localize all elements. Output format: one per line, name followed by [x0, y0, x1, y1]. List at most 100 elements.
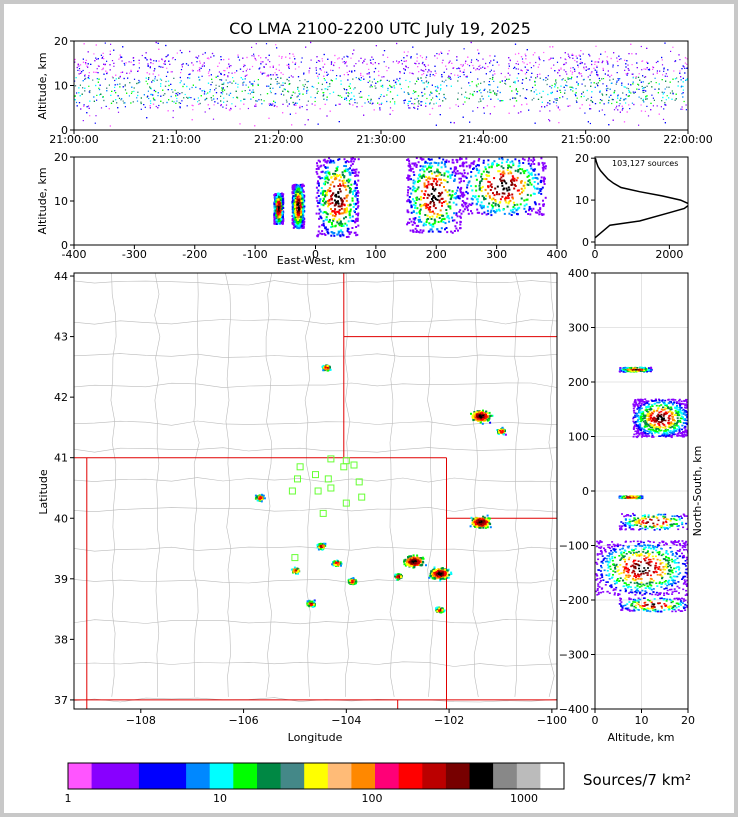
ew-source — [353, 202, 356, 205]
time-height-source — [219, 79, 221, 81]
time-height-source — [482, 58, 484, 60]
time-height-source — [513, 97, 515, 99]
ew-source — [293, 186, 296, 189]
ew-source — [451, 231, 454, 234]
time-height-source — [171, 100, 173, 102]
time-height-source — [662, 118, 665, 120]
time-height-source — [438, 98, 441, 100]
ew-source — [409, 187, 412, 190]
ew-source — [353, 189, 356, 192]
time-height-source — [421, 62, 424, 65]
ew-source — [320, 203, 323, 206]
time-height-source — [544, 106, 546, 108]
ew-source — [410, 205, 413, 208]
ew-source — [298, 187, 301, 190]
time-height-source — [549, 46, 551, 48]
time-height-source — [502, 100, 504, 102]
time-height-source — [86, 106, 88, 108]
ew-source — [455, 158, 458, 161]
time-height-source — [667, 69, 669, 71]
ew-source — [357, 214, 359, 217]
time-height-source — [227, 75, 229, 77]
ew-source — [343, 211, 346, 214]
time-height-source — [509, 98, 511, 101]
time-height-source — [153, 60, 155, 62]
ew-source — [301, 190, 304, 193]
ew-source — [422, 224, 425, 227]
ew-source — [294, 199, 297, 202]
time-height-source — [517, 73, 520, 75]
ew-source — [292, 213, 295, 216]
ew-source — [459, 216, 462, 219]
time-height-source — [652, 73, 654, 75]
time-height-source — [299, 80, 301, 82]
time-height-source — [434, 70, 436, 72]
time-height-source — [272, 74, 274, 76]
time-height-source — [157, 42, 159, 44]
time-height-source — [352, 53, 354, 55]
time-height-source — [514, 97, 517, 99]
ew-source — [342, 179, 345, 182]
ew-source — [315, 168, 318, 170]
ew-source — [279, 193, 282, 196]
time-height-source — [160, 79, 163, 81]
time-height-source — [576, 81, 578, 83]
ew-source — [357, 205, 360, 208]
time-height-source — [464, 101, 466, 103]
time-height-source — [247, 107, 249, 110]
time-height-source — [158, 65, 160, 68]
time-height-source — [332, 69, 334, 72]
time-height-source — [168, 60, 170, 62]
time-height-source — [149, 58, 152, 60]
time-height-source — [630, 84, 632, 86]
time-height-source — [347, 74, 349, 76]
time-height-source — [110, 43, 112, 45]
time-height-source — [346, 55, 348, 57]
time-height-source — [369, 80, 371, 82]
time-height-source — [155, 90, 157, 93]
time-height-source — [82, 80, 84, 82]
time-height-source — [366, 63, 368, 65]
time-height-source — [106, 87, 108, 89]
ew-source — [354, 180, 356, 183]
time-height-source — [167, 54, 169, 56]
time-height-source — [557, 87, 559, 89]
time-height-source — [260, 71, 262, 73]
ew-source — [277, 210, 280, 213]
time-height-source — [285, 99, 288, 101]
time-height-source — [684, 67, 686, 69]
time-height-source — [288, 67, 290, 69]
ew-source — [323, 198, 325, 201]
ew-source — [447, 194, 450, 197]
time-height-source — [599, 99, 602, 101]
ew-source — [433, 189, 436, 192]
ew-source — [459, 157, 462, 160]
time-height-source — [657, 60, 659, 63]
time-height-source — [524, 66, 526, 68]
ew-source — [330, 161, 333, 164]
time-height-source — [197, 97, 199, 99]
ew-source — [278, 216, 281, 219]
time-height-source — [488, 84, 490, 86]
time-height-source — [414, 91, 416, 93]
ew-source — [408, 196, 411, 198]
time-height-source — [609, 88, 611, 90]
time-height-source — [148, 77, 150, 79]
time-height-source — [616, 57, 618, 59]
time-height-source — [241, 90, 243, 92]
ew-source — [302, 194, 305, 197]
time-height-source — [522, 61, 524, 63]
ew-source — [458, 181, 461, 184]
time-height-source — [403, 60, 405, 62]
time-height-source — [336, 75, 338, 77]
ew-source — [453, 219, 456, 222]
time-height-source — [504, 82, 506, 84]
time-height-source — [393, 87, 396, 89]
time-height-source — [477, 60, 479, 62]
ew-source — [426, 186, 429, 189]
time-height-source — [260, 57, 262, 59]
ew-source — [425, 185, 428, 188]
time-height-source — [358, 78, 360, 81]
ew-source — [459, 191, 462, 194]
time-height-source — [579, 107, 581, 109]
